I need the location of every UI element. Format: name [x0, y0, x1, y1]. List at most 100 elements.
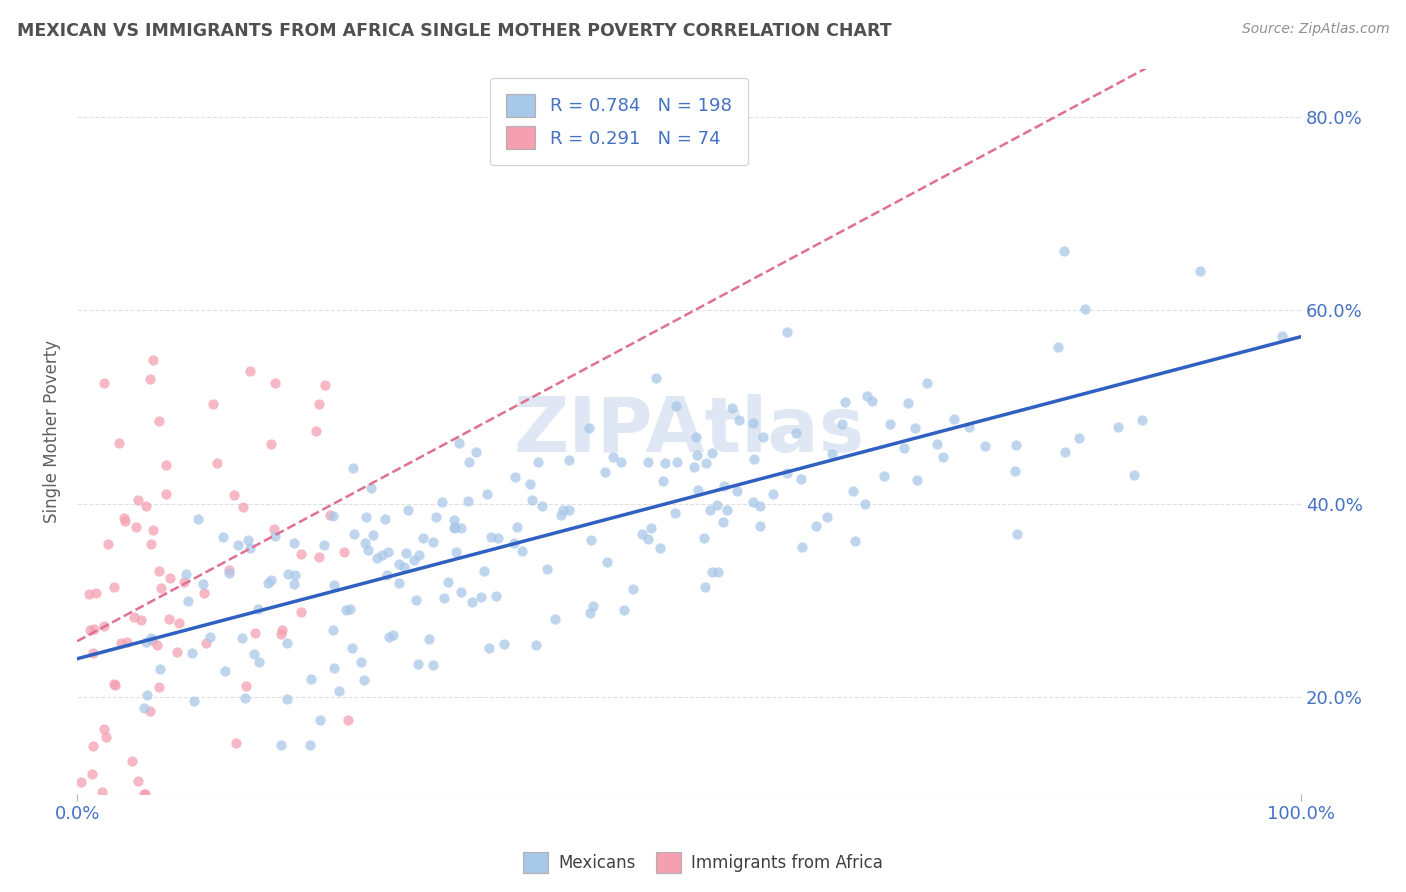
Point: [138, 372, 160, 386]
Point: [394, 559, 416, 574]
Point: [135, 499, 157, 513]
Point: [191, 576, 214, 591]
Point: [654, 456, 676, 470]
Point: [1005, 526, 1028, 541]
Point: [83, 622, 105, 636]
Point: [425, 509, 447, 524]
Point: [412, 531, 434, 545]
Point: [527, 454, 550, 468]
Point: [752, 430, 775, 444]
Point: [91, 785, 114, 799]
Point: [335, 603, 357, 617]
Point: [276, 636, 298, 650]
Point: [637, 455, 659, 469]
Point: [357, 542, 380, 557]
Point: [243, 648, 266, 662]
Point: [134, 787, 156, 801]
Point: [322, 578, 344, 592]
Point: [183, 694, 205, 708]
Point: [129, 613, 152, 627]
Point: [595, 465, 617, 479]
Point: [103, 580, 125, 594]
Point: [312, 538, 335, 552]
Point: [550, 508, 572, 522]
Point: [706, 566, 728, 580]
Point: [257, 576, 280, 591]
Point: [112, 511, 135, 525]
Point: [742, 416, 765, 430]
Point: [157, 612, 180, 626]
Point: [713, 479, 735, 493]
Point: [94, 730, 117, 744]
Point: [522, 493, 544, 508]
Point: [444, 545, 467, 559]
Point: [263, 376, 285, 391]
Point: [579, 533, 602, 547]
Point: [110, 636, 132, 650]
Point: [444, 520, 467, 534]
Point: [1053, 244, 1076, 258]
Point: [904, 420, 927, 434]
Point: [136, 688, 159, 702]
Point: [692, 531, 714, 545]
Point: [437, 574, 460, 589]
Point: [243, 625, 266, 640]
Point: [524, 638, 547, 652]
Point: [683, 460, 706, 475]
Point: [486, 531, 509, 545]
Point: [135, 634, 157, 648]
Point: [536, 562, 558, 576]
Point: [648, 541, 671, 555]
Point: [360, 481, 382, 495]
Point: [218, 566, 240, 581]
Point: [716, 503, 738, 517]
Point: [613, 603, 636, 617]
Point: [727, 413, 749, 427]
Point: [141, 631, 163, 645]
Point: [70, 774, 93, 789]
Point: [342, 461, 364, 475]
Point: [450, 521, 472, 535]
Point: [693, 580, 716, 594]
Legend: R = 0.784   N = 198, R = 0.291   N = 74: R = 0.784 N = 198, R = 0.291 N = 74: [491, 78, 748, 166]
Point: [212, 530, 235, 544]
Point: [461, 595, 484, 609]
Point: [97, 536, 120, 550]
Point: [519, 476, 541, 491]
Point: [873, 469, 896, 483]
Point: [353, 673, 375, 687]
Point: [284, 568, 307, 582]
Point: [308, 397, 330, 411]
Point: [103, 677, 125, 691]
Point: [544, 612, 567, 626]
Point: [478, 641, 501, 656]
Point: [277, 567, 299, 582]
Point: [749, 499, 772, 513]
Point: [686, 448, 709, 462]
Point: [124, 609, 146, 624]
Point: [322, 508, 344, 523]
Point: [193, 586, 215, 600]
Point: [354, 536, 377, 550]
Point: [700, 565, 723, 579]
Point: [721, 401, 744, 416]
Point: [139, 537, 162, 551]
Point: [259, 437, 281, 451]
Point: [974, 440, 997, 454]
Point: [582, 599, 605, 613]
Point: [776, 467, 799, 481]
Point: [142, 352, 165, 367]
Point: [139, 704, 162, 718]
Point: [553, 502, 575, 516]
Point: [176, 593, 198, 607]
Point: [148, 564, 170, 578]
Point: [290, 605, 312, 619]
Point: [652, 475, 675, 489]
Point: [79, 624, 101, 638]
Point: [1074, 302, 1097, 317]
Point: [665, 399, 688, 413]
Point: [531, 499, 554, 513]
Point: [685, 429, 707, 443]
Point: [1107, 420, 1129, 434]
Point: [405, 593, 427, 607]
